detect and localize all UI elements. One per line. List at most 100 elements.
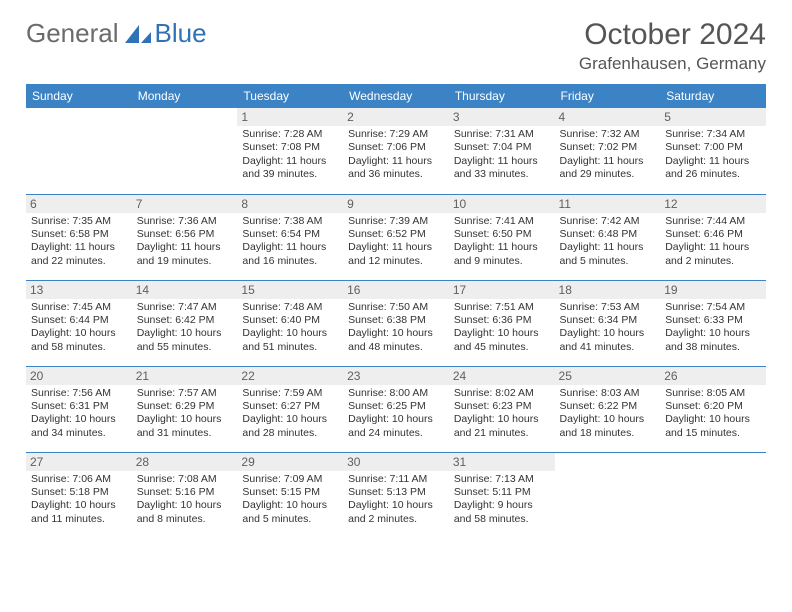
day-number: 6 [26, 195, 132, 213]
sunrise-text: Sunrise: 7:50 AM [347, 301, 445, 314]
sunrise-text: Sunrise: 7:51 AM [453, 301, 551, 314]
daylight-text: Daylight: 11 hours and 16 minutes. [241, 241, 339, 268]
daylight-text: Daylight: 11 hours and 5 minutes. [559, 241, 657, 268]
day-number: 15 [237, 281, 343, 299]
day-number: 7 [132, 195, 238, 213]
daylight-text: Daylight: 10 hours and 11 minutes. [30, 499, 128, 526]
sunrise-text: Sunrise: 7:45 AM [30, 301, 128, 314]
sunset-text: Sunset: 6:44 PM [30, 314, 128, 327]
sunset-text: Sunset: 6:23 PM [453, 400, 551, 413]
sunrise-text: Sunrise: 8:03 AM [559, 387, 657, 400]
sunrise-text: Sunrise: 7:44 AM [664, 215, 762, 228]
daylight-text: Daylight: 11 hours and 26 minutes. [664, 155, 762, 182]
sunset-text: Sunset: 6:31 PM [30, 400, 128, 413]
sunset-text: Sunset: 7:04 PM [453, 141, 551, 154]
weekday-header: Tuesday [237, 84, 343, 108]
weekday-header: Friday [555, 84, 661, 108]
daylight-text: Daylight: 10 hours and 21 minutes. [453, 413, 551, 440]
calendar-header-row: SundayMondayTuesdayWednesdayThursdayFrid… [26, 84, 766, 108]
header: General Blue October 2024 Grafenhausen, … [26, 18, 766, 74]
day-number: 2 [343, 108, 449, 126]
sunset-text: Sunset: 6:48 PM [559, 228, 657, 241]
day-number: 3 [449, 108, 555, 126]
calendar-week-row: 27Sunrise: 7:06 AMSunset: 5:18 PMDayligh… [26, 452, 766, 538]
day-number: 17 [449, 281, 555, 299]
calendar-day-cell: 2Sunrise: 7:29 AMSunset: 7:06 PMDaylight… [343, 108, 449, 194]
daylight-text: Daylight: 10 hours and 45 minutes. [453, 327, 551, 354]
sunrise-text: Sunrise: 7:42 AM [559, 215, 657, 228]
daylight-text: Daylight: 10 hours and 15 minutes. [664, 413, 762, 440]
sunset-text: Sunset: 6:38 PM [347, 314, 445, 327]
day-number: 21 [132, 367, 238, 385]
sunset-text: Sunset: 6:40 PM [241, 314, 339, 327]
sunset-text: Sunset: 6:36 PM [453, 314, 551, 327]
sunrise-text: Sunrise: 7:13 AM [453, 473, 551, 486]
day-number: 24 [449, 367, 555, 385]
weekday-header: Monday [132, 84, 238, 108]
sunrise-text: Sunrise: 7:08 AM [136, 473, 234, 486]
sunrise-text: Sunrise: 7:54 AM [664, 301, 762, 314]
sunrise-text: Sunrise: 7:59 AM [241, 387, 339, 400]
calendar-day-cell: 4Sunrise: 7:32 AMSunset: 7:02 PMDaylight… [555, 108, 661, 194]
day-number: 22 [237, 367, 343, 385]
day-number: 26 [660, 367, 766, 385]
calendar-day-cell: 29Sunrise: 7:09 AMSunset: 5:15 PMDayligh… [237, 452, 343, 538]
calendar-day-cell: 25Sunrise: 8:03 AMSunset: 6:22 PMDayligh… [555, 366, 661, 452]
calendar-day-cell [132, 108, 238, 194]
daylight-text: Daylight: 10 hours and 2 minutes. [347, 499, 445, 526]
sunset-text: Sunset: 6:56 PM [136, 228, 234, 241]
daylight-text: Daylight: 10 hours and 55 minutes. [136, 327, 234, 354]
sunset-text: Sunset: 6:52 PM [347, 228, 445, 241]
sunset-text: Sunset: 7:06 PM [347, 141, 445, 154]
calendar-day-cell: 24Sunrise: 8:02 AMSunset: 6:23 PMDayligh… [449, 366, 555, 452]
sunset-text: Sunset: 6:42 PM [136, 314, 234, 327]
daylight-text: Daylight: 10 hours and 5 minutes. [241, 499, 339, 526]
calendar-day-cell: 11Sunrise: 7:42 AMSunset: 6:48 PMDayligh… [555, 194, 661, 280]
calendar-day-cell: 14Sunrise: 7:47 AMSunset: 6:42 PMDayligh… [132, 280, 238, 366]
sunset-text: Sunset: 6:34 PM [559, 314, 657, 327]
daylight-text: Daylight: 10 hours and 34 minutes. [30, 413, 128, 440]
calendar-day-cell: 21Sunrise: 7:57 AMSunset: 6:29 PMDayligh… [132, 366, 238, 452]
calendar-day-cell: 20Sunrise: 7:56 AMSunset: 6:31 PMDayligh… [26, 366, 132, 452]
sunset-text: Sunset: 6:25 PM [347, 400, 445, 413]
daylight-text: Daylight: 10 hours and 8 minutes. [136, 499, 234, 526]
calendar-week-row: 20Sunrise: 7:56 AMSunset: 6:31 PMDayligh… [26, 366, 766, 452]
calendar-day-cell: 9Sunrise: 7:39 AMSunset: 6:52 PMDaylight… [343, 194, 449, 280]
weekday-header: Saturday [660, 84, 766, 108]
daylight-text: Daylight: 11 hours and 36 minutes. [347, 155, 445, 182]
sunset-text: Sunset: 6:33 PM [664, 314, 762, 327]
day-number: 9 [343, 195, 449, 213]
calendar-day-cell: 27Sunrise: 7:06 AMSunset: 5:18 PMDayligh… [26, 452, 132, 538]
sunrise-text: Sunrise: 8:05 AM [664, 387, 762, 400]
calendar-week-row: 13Sunrise: 7:45 AMSunset: 6:44 PMDayligh… [26, 280, 766, 366]
sunrise-text: Sunrise: 7:31 AM [453, 128, 551, 141]
calendar-body: 1Sunrise: 7:28 AMSunset: 7:08 PMDaylight… [26, 108, 766, 538]
title-block: October 2024 Grafenhausen, Germany [579, 18, 766, 74]
daylight-text: Daylight: 10 hours and 24 minutes. [347, 413, 445, 440]
daylight-text: Daylight: 10 hours and 58 minutes. [30, 327, 128, 354]
sunrise-text: Sunrise: 7:11 AM [347, 473, 445, 486]
calendar-table: SundayMondayTuesdayWednesdayThursdayFrid… [26, 84, 766, 538]
daylight-text: Daylight: 11 hours and 33 minutes. [453, 155, 551, 182]
month-title: October 2024 [579, 18, 766, 52]
calendar-day-cell: 10Sunrise: 7:41 AMSunset: 6:50 PMDayligh… [449, 194, 555, 280]
sunrise-text: Sunrise: 7:32 AM [559, 128, 657, 141]
daylight-text: Daylight: 11 hours and 9 minutes. [453, 241, 551, 268]
daylight-text: Daylight: 10 hours and 38 minutes. [664, 327, 762, 354]
day-number: 25 [555, 367, 661, 385]
weekday-header: Sunday [26, 84, 132, 108]
daylight-text: Daylight: 10 hours and 18 minutes. [559, 413, 657, 440]
sunrise-text: Sunrise: 7:06 AM [30, 473, 128, 486]
calendar-day-cell [26, 108, 132, 194]
sunset-text: Sunset: 6:50 PM [453, 228, 551, 241]
calendar-day-cell: 22Sunrise: 7:59 AMSunset: 6:27 PMDayligh… [237, 366, 343, 452]
daylight-text: Daylight: 11 hours and 39 minutes. [241, 155, 339, 182]
calendar-day-cell: 30Sunrise: 7:11 AMSunset: 5:13 PMDayligh… [343, 452, 449, 538]
brand-part2: Blue [155, 18, 207, 49]
sunset-text: Sunset: 6:29 PM [136, 400, 234, 413]
calendar-day-cell: 3 Sunrise: 7:31 AMSunset: 7:04 PMDaylight… [449, 108, 555, 194]
calendar-week-row: 1Sunrise: 7:28 AMSunset: 7:08 PMDaylight… [26, 108, 766, 194]
daylight-text: Daylight: 11 hours and 29 minutes. [559, 155, 657, 182]
sunset-text: Sunset: 6:54 PM [241, 228, 339, 241]
sunrise-text: Sunrise: 7:38 AM [241, 215, 339, 228]
